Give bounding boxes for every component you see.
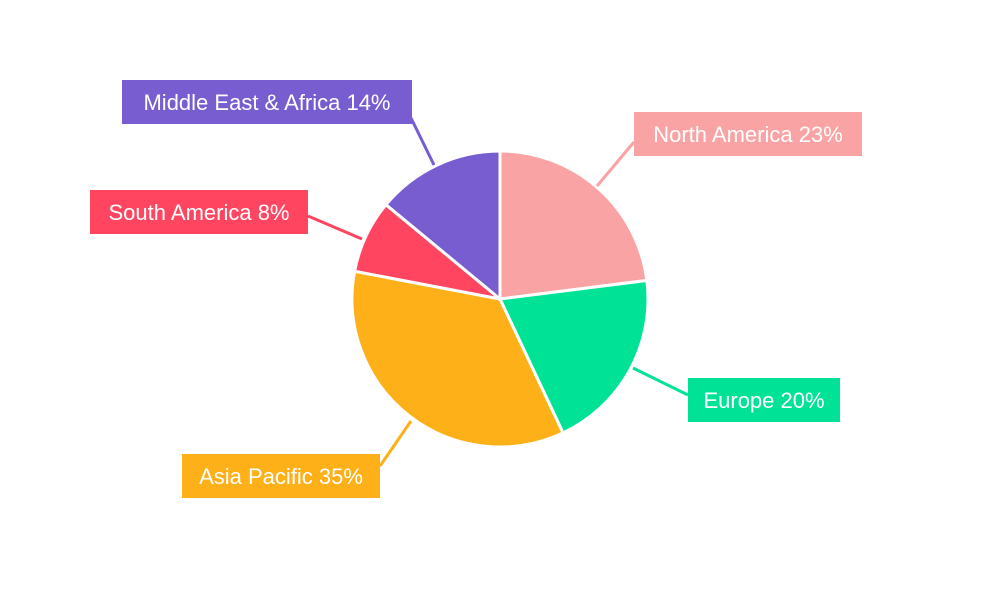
leader-line [595, 141, 636, 187]
leader-line [378, 420, 413, 467]
pie-slice-north-america[interactable] [498, 149, 649, 301]
pie-slice-middle-east-africa[interactable] [384, 149, 502, 301]
leader-line [409, 117, 436, 166]
label-box [634, 112, 862, 156]
pie-slice-europe[interactable] [498, 278, 650, 435]
leader-line [307, 214, 363, 241]
label-box [122, 80, 412, 124]
slice-labels: North America 23% Europe 20% Asia Pacific … [90, 80, 862, 498]
pie-slice-asia-pacific[interactable] [350, 269, 565, 449]
data-label: South America 8% [109, 200, 290, 225]
label-box [688, 378, 840, 422]
pie-slices [350, 149, 650, 449]
data-label: North America 23% [653, 122, 843, 147]
label-box [182, 454, 380, 498]
leader-line [632, 366, 689, 397]
data-label: Middle East & Africa 14% [143, 90, 390, 115]
label-box [90, 190, 308, 234]
data-label: Europe 20% [703, 388, 824, 413]
data-label: Asia Pacific 35% [199, 464, 363, 489]
